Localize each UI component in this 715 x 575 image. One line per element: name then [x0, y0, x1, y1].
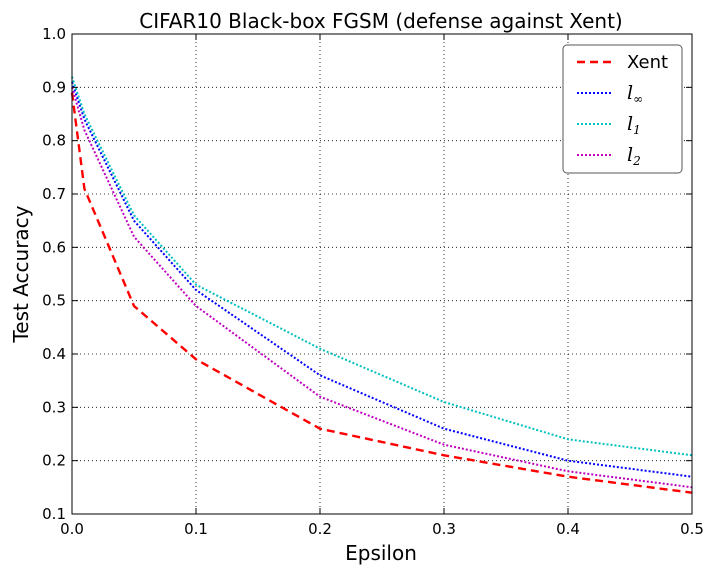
y-tick-label: 0.8: [42, 132, 66, 150]
y-tick-label: 0.3: [42, 398, 66, 416]
plot-frame: [71, 33, 693, 515]
y-tick-label: 0.2: [42, 452, 66, 470]
x-axis-label: Epsilon: [345, 541, 417, 565]
y-axis-label: Test Accuracy: [9, 205, 33, 343]
series-line-4: [71, 87, 693, 489]
x-tick-label: 0.1: [184, 520, 208, 538]
ticks: 0.0 0.1 0.2 0.3 0.4 0.50.10.20.30.40.50.60.70…: [42, 25, 704, 538]
x-tick-label: 0.3: [432, 520, 456, 538]
series-line-1: [70, 92, 693, 494]
y-tick-label: 0.4: [42, 345, 66, 363]
x-tick-label: 0.4: [556, 520, 580, 538]
x-tick-label: 0.0: [60, 520, 84, 538]
y-tick-label: 1.0: [42, 25, 66, 43]
series-line-2: [71, 81, 693, 478]
x-tick-label: 0.2: [308, 520, 332, 538]
chart-title: CIFAR10 Black-box FGSM (defense against …: [139, 9, 622, 33]
x-tick-label: 0.5: [680, 520, 704, 538]
series-lines: [70, 76, 693, 494]
y-tick-label: 0.5: [42, 292, 66, 310]
y-tick-label: 0.6: [42, 238, 66, 256]
y-tick-label: 0.1: [42, 505, 66, 523]
y-tick-label: 0.9: [42, 78, 66, 96]
legend-box: [562, 44, 683, 174]
legend-label-1: Xent: [627, 52, 668, 73]
y-tick-label: 0.7: [42, 185, 66, 203]
